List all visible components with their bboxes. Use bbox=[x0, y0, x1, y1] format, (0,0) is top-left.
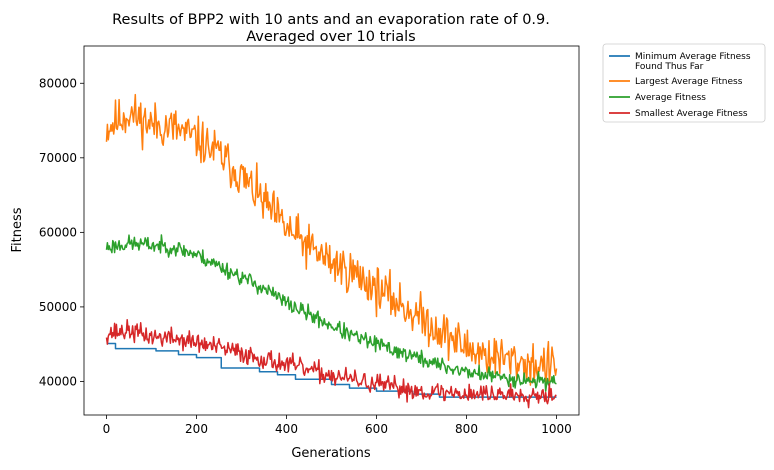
series-lines bbox=[105, 93, 558, 409]
chart-title-line-1: Results of BPP2 with 10 ants and an evap… bbox=[112, 12, 550, 28]
y-tick-label: 60000 bbox=[39, 225, 77, 239]
x-axis-label: Generations bbox=[291, 446, 371, 461]
chart-title: Results of BPP2 with 10 ants and an evap… bbox=[112, 12, 550, 45]
x-tick-label: 1000 bbox=[541, 422, 572, 436]
x-tick-label: 400 bbox=[275, 422, 298, 436]
y-axis-label: Fitness bbox=[10, 207, 25, 252]
legend-box bbox=[602, 43, 766, 123]
chart-title-line-2: Averaged over 10 trials bbox=[246, 29, 416, 45]
y-tick-label: 40000 bbox=[39, 374, 77, 388]
x-tick-label: 0 bbox=[103, 422, 111, 436]
legend-label: Largest Average Fitness bbox=[635, 77, 743, 87]
series-line-3 bbox=[105, 318, 557, 409]
x-tick-label: 600 bbox=[365, 422, 388, 436]
x-tick-label: 200 bbox=[185, 422, 208, 436]
series-line-2 bbox=[105, 234, 557, 392]
series-line-1 bbox=[105, 93, 558, 386]
y-tick-label: 50000 bbox=[39, 300, 77, 314]
x-tick-label: 800 bbox=[455, 422, 478, 436]
plot-area bbox=[105, 93, 558, 409]
legend-label: Smallest Average Fitness bbox=[635, 109, 748, 119]
legend-label: Found Thus Far bbox=[635, 62, 704, 72]
axes: 0 200 400 600 800 1000 40000 50000 60000 70000 800… bbox=[39, 45, 580, 436]
plot-frame bbox=[83, 45, 580, 416]
y-tick-label: 70000 bbox=[39, 151, 77, 165]
legend-label: Average Fitness bbox=[635, 93, 706, 103]
legend-label: Minimum Average Fitness bbox=[635, 52, 751, 62]
series-line-0 bbox=[106, 342, 557, 398]
y-tick-label: 80000 bbox=[39, 76, 77, 90]
